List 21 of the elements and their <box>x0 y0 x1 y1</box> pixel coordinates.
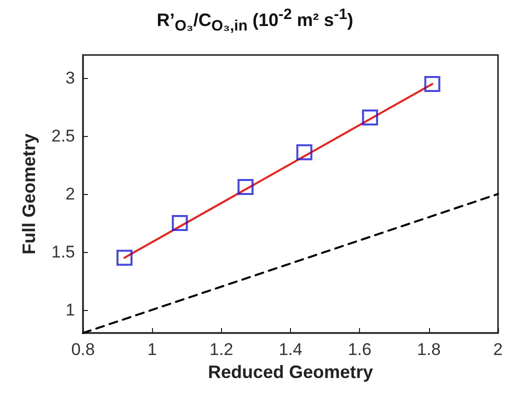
point <box>362 110 378 126</box>
x-axis-title: Reduced Geometry <box>208 362 374 382</box>
x-tick-label: 1.8 <box>417 340 441 359</box>
y-tick-label: 1 <box>66 300 75 320</box>
point <box>116 250 132 266</box>
y-tick-label: 1.5 <box>51 242 75 262</box>
x-tick-label: 1.2 <box>210 340 234 359</box>
y-axis-title: Full Geometry <box>19 133 39 255</box>
point <box>424 76 440 92</box>
x-tick-label: 1 <box>147 340 157 359</box>
point <box>296 144 312 160</box>
x-tick-label: 1.4 <box>278 340 302 359</box>
y-tick-label: 2 <box>66 184 75 204</box>
x-tick-label: 2 <box>493 340 503 359</box>
chart-title: R’$_{O₃}$/C$_{O₃,in}$ (10$^{-2}$ m² s$^{-1}$) <box>156 6 354 35</box>
x-tick-label: 0.8 <box>71 340 95 359</box>
point <box>238 179 254 196</box>
y-tick-label: 2.5 <box>51 126 75 146</box>
x-tick-label: 1.6 <box>348 340 372 359</box>
point <box>172 214 188 231</box>
y-tick-label: 3 <box>66 68 75 88</box>
